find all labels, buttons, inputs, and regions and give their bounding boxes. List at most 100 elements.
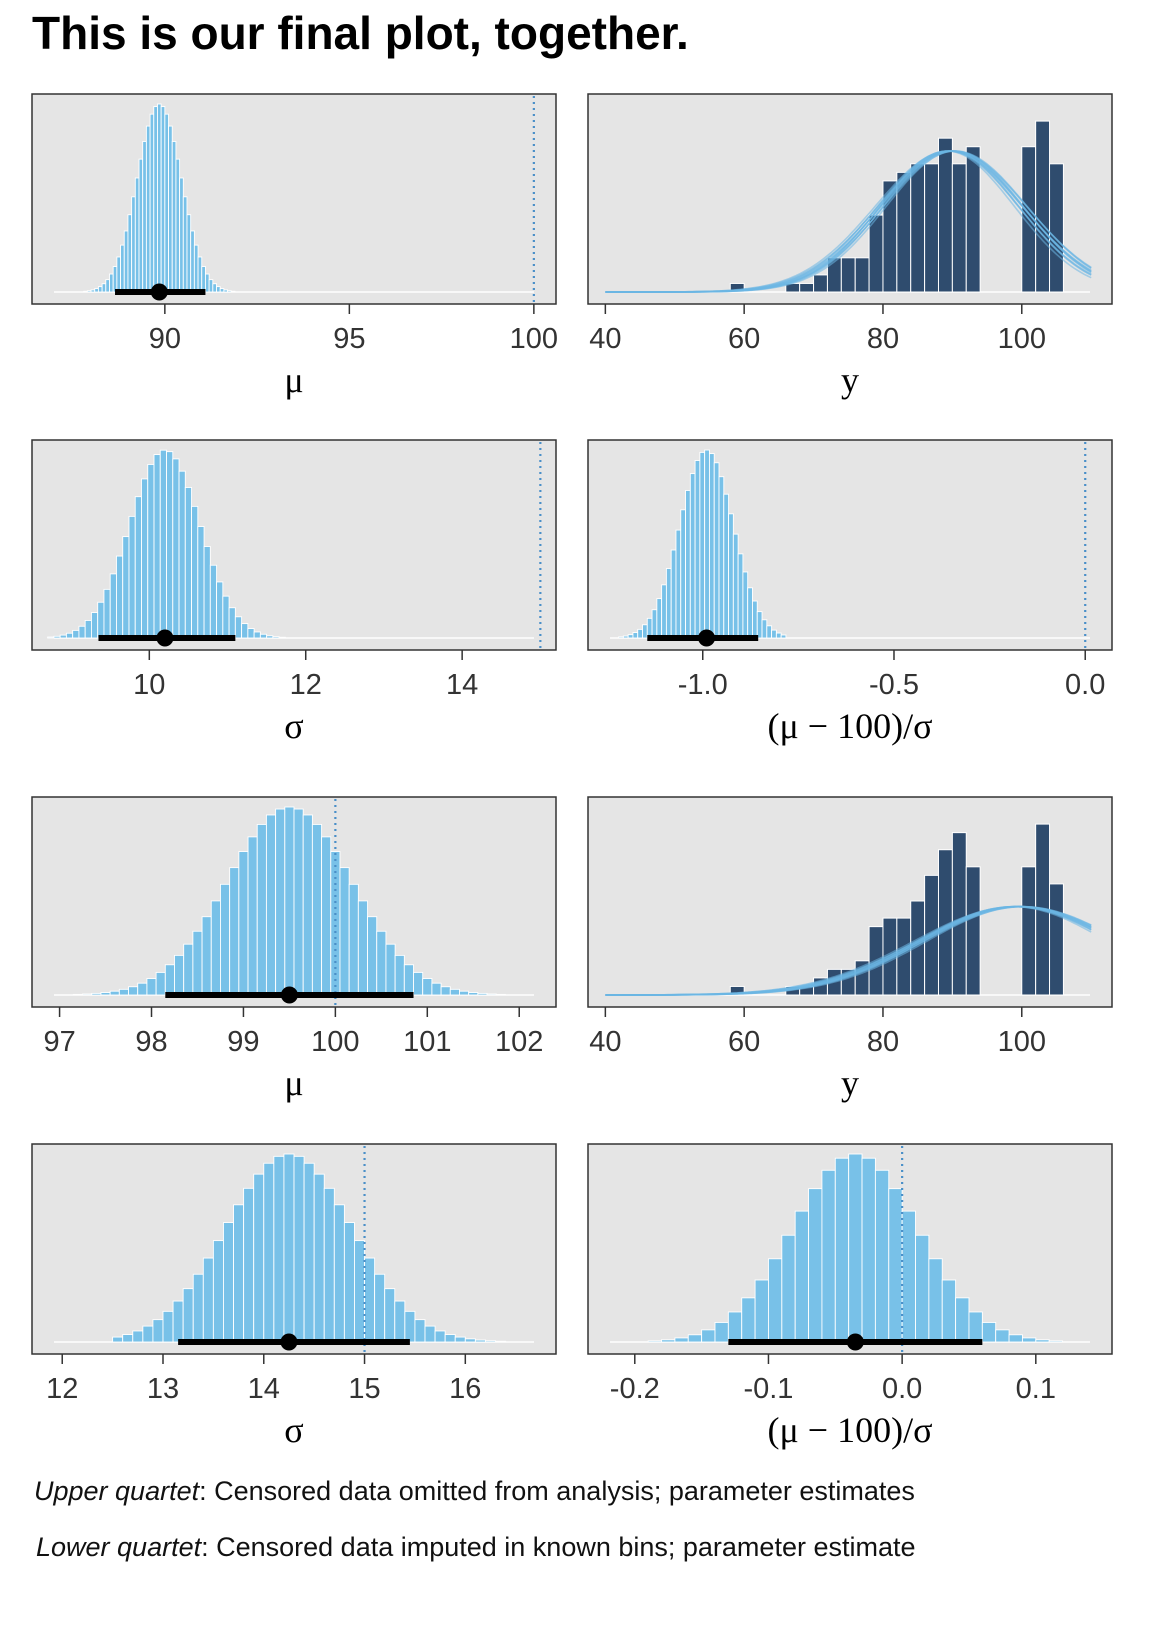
histogram-bar [339,867,350,996]
histogram-bar [354,1240,365,1343]
histogram-bar [84,619,92,639]
histogram-bar [728,513,734,639]
histogram-bar [120,244,125,293]
point-estimate [280,986,298,1004]
histogram-bar [675,529,682,639]
point-estimate [846,1333,864,1351]
histogram-bar [422,978,433,996]
histogram-bar [293,1155,305,1343]
histogram-bar [454,1336,466,1343]
histogram-bar [100,992,111,996]
x-axis-label: σ [284,1410,303,1450]
histogram-bar [90,289,96,293]
x-tick-label: 100 [510,323,558,355]
histogram-bar [704,449,710,639]
x-axis-label: μ [284,1063,303,1103]
histogram-bar [278,636,286,639]
histogram-bar [145,125,151,293]
x-tick-label: 0.0 [1065,669,1105,701]
histogram-bar [495,993,506,996]
histogram-bar [191,505,199,639]
x-tick-label: 10 [133,669,165,701]
x-axis-label: (μ − 100)/σ [768,706,933,746]
histogram-bar [172,458,180,639]
histogram-bar [737,553,744,639]
panel-background [31,93,557,305]
histogram-bar [651,609,658,639]
histogram-bar [168,125,173,293]
x-tick-label: 14 [446,669,478,701]
histogram-bar [72,993,84,996]
histogram-bar [385,943,396,996]
histogram-bar [485,1340,496,1343]
histogram-bar [440,986,451,996]
histogram-bar [714,1322,729,1343]
data-histogram-bar [1035,120,1051,293]
chart-panel-2: 40 60 80 100 y [587,93,1113,400]
histogram-bar [203,546,211,639]
page-title: This is our final plot, together. [32,7,689,59]
histogram-bar [941,1279,957,1343]
data-histogram-bar [1049,883,1064,996]
histogram-bar [647,1340,662,1343]
histogram-bar [1048,1340,1063,1343]
histogram-bar [183,943,194,996]
histogram-bar [109,273,114,293]
histogram-bar [632,632,639,639]
histogram-bar [293,808,304,996]
histogram-bar [164,964,175,996]
x-tick-label: 99 [227,1026,259,1058]
histogram-bar [413,971,424,996]
chart-panel-3: 10 12 14 σ [31,439,557,746]
histogram-bar [670,549,677,639]
histogram-bar [65,632,74,639]
histogram-bar [53,635,61,639]
histogram-bar [247,836,258,996]
x-tick-label: -0.5 [869,669,919,701]
x-tick-label: 15 [348,1373,380,1405]
histogram-bar [204,273,210,293]
histogram-bar [90,612,99,639]
histogram-bar [153,454,161,639]
histogram-bar [157,103,162,293]
x-tick-label: 16 [449,1373,481,1405]
histogram-bar [727,1311,743,1343]
histogram-bar [179,177,184,293]
histogram-bar [680,509,686,639]
histogram-bar [444,1334,456,1343]
histogram-bar [928,1258,943,1343]
histogram-bar [742,571,749,639]
histogram-bar [1035,1339,1050,1343]
histogram-bar [981,1322,997,1343]
histogram-bar [241,623,249,639]
histogram-bar [376,930,387,996]
histogram-bar [694,460,701,639]
histogram-bar [273,1155,285,1343]
histogram-bar [178,470,186,639]
histogram-bar [718,476,725,639]
histogram-bar [1008,1334,1023,1343]
histogram-bar [186,214,192,293]
histogram-bar [434,1330,446,1343]
data-histogram-bar [924,163,939,293]
histogram-bar [404,1310,416,1343]
histogram-bar [190,230,195,293]
histogram-bar [105,279,110,293]
caption-upper-text: : Censored data omitted from analysis; p… [199,1476,915,1506]
histogram-bar [247,628,255,639]
histogram-bar [768,1258,783,1343]
histogram-bar [116,555,124,639]
x-tick-label: 98 [135,1026,167,1058]
data-histogram-bar [937,137,953,293]
histogram-bar [780,634,787,639]
x-tick-label: 12 [290,669,322,701]
histogram-bar [265,814,277,996]
histogram-bar [256,823,267,996]
x-axis-label: y [841,360,859,400]
x-axis-label: σ [284,706,303,746]
histogram-bar [131,196,136,293]
histogram-bar [374,1273,386,1343]
histogram-bar [230,290,236,293]
histogram-bar [637,628,643,639]
histogram-bar [661,584,667,639]
